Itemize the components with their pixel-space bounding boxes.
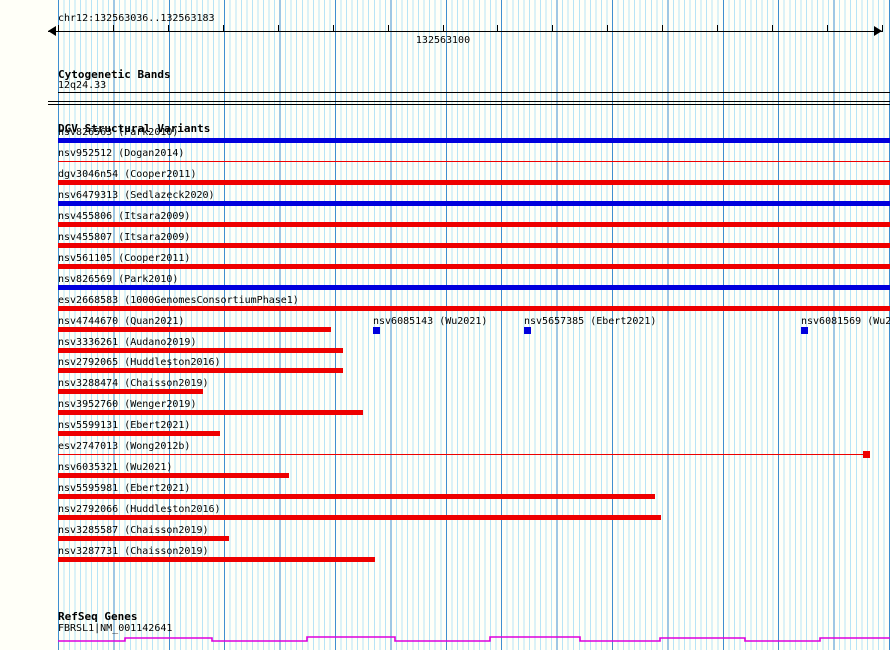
feature-label[interactable]: nsv3287731 (Chaisson2019): [58, 546, 209, 557]
feature-glyph-bar[interactable]: [58, 242, 890, 248]
ruler-tick: [662, 25, 664, 32]
feature-label[interactable]: nsv6035321 (Wu2021): [58, 462, 173, 474]
feature-glyph-bar[interactable]: [58, 326, 331, 332]
feature-label[interactable]: nsv5599131 (Ebert2021): [58, 420, 191, 432]
track-title-dgv-structural-variants: DGV Structural Variants: [58, 122, 211, 135]
section-divider-top: [48, 101, 890, 102]
track-title-refseq-genes: RefSeq Genes: [58, 610, 138, 623]
ruler-tick: [332, 25, 334, 32]
arrow-right-icon: [874, 26, 882, 36]
feature-glyph-thin[interactable]: [58, 454, 866, 456]
feature-label[interactable]: nsv6479313 (Sedlazeck2020): [58, 189, 215, 201]
feature-label[interactable]: nsv3336261 (Audano2019): [58, 336, 197, 348]
feature-glyph-bar[interactable]: [58, 515, 661, 521]
feature-glyph-bar[interactable]: [58, 284, 890, 290]
feature-label[interactable]: esv2668583 (1000GenomesConsortiumPhase1): [58, 294, 299, 306]
feature-glyph-point[interactable]: [373, 326, 380, 334]
feature-glyph-bar[interactable]: [58, 138, 890, 143]
feature-label[interactable]: nsv6085143 (Wu2021): [373, 315, 488, 327]
feature-glyph-bar[interactable]: [58, 473, 289, 479]
ruler-tick: [772, 25, 774, 32]
feature-label[interactable]: nsv826569 (Park2010): [58, 273, 179, 285]
feature-glyph-bar[interactable]: [58, 410, 363, 416]
feature-label-cytoband[interactable]: 12q24.33: [58, 80, 107, 91]
feature-label[interactable]: nsv4744670 (Quan2021): [58, 315, 185, 327]
feature-glyph-bar[interactable]: [58, 263, 890, 269]
feature-glyph-bar[interactable]: [58, 557, 375, 562]
ruler-tick: [222, 25, 224, 32]
feature-glyph-bar[interactable]: [58, 536, 229, 542]
feature-label[interactable]: dgv3046n54 (Cooper2011): [58, 168, 197, 180]
feature-label[interactable]: nsv3952760 (Wenger2019): [58, 399, 197, 411]
section-divider-bottom: [48, 104, 890, 105]
ruler-tick: [552, 25, 554, 32]
ruler-tick: [112, 25, 114, 32]
feature-glyph-bar[interactable]: [58, 200, 890, 206]
track-title-cytogenetic-bands: Cytogenetic Bands: [58, 68, 171, 81]
feature-glyph-bar[interactable]: [58, 368, 343, 374]
ruler-tick: [167, 25, 169, 32]
feature-label[interactable]: nsv3288474 (Chaisson2019): [58, 378, 209, 390]
feature-label[interactable]: nsv826563 (Park2010): [58, 127, 179, 138]
feature-label[interactable]: nsv3285587 (Chaisson2019): [58, 525, 209, 537]
ruler-tick: [497, 25, 499, 32]
cytoband-glyph[interactable]: [58, 92, 890, 93]
ruler-tick: [58, 25, 59, 32]
feature-label[interactable]: nsv952512 (Dogan2014): [58, 147, 185, 159]
ruler-tick: [442, 25, 444, 32]
feature-glyph-thin[interactable]: [58, 160, 890, 162]
feature-label[interactable]: nsv561105 (Cooper2011): [58, 252, 191, 264]
feature-glyph-endcap[interactable]: [863, 451, 870, 459]
feature-glyph-point[interactable]: [524, 326, 531, 334]
feature-glyph-bar[interactable]: [58, 431, 220, 437]
feature-label[interactable]: nsv455806 (Itsara2009): [58, 210, 191, 222]
feature-label[interactable]: nsv2792066 (Huddleston2016): [58, 504, 221, 516]
feature-label-fbrsl1[interactable]: FBRSL1|NM_001142641: [58, 623, 173, 634]
feature-glyph-point[interactable]: [801, 326, 808, 334]
ruler-axis-line: [48, 31, 882, 32]
ruler-center-tick-label: 132563100: [415, 35, 471, 46]
ruler-tick: [387, 25, 389, 32]
feature-label[interactable]: esv2747013 (Wong2012b): [58, 441, 191, 453]
feature-glyph-bar[interactable]: [58, 494, 655, 500]
feature-glyph-bar[interactable]: [58, 179, 890, 185]
feature-glyph-bar[interactable]: [58, 305, 890, 311]
feature-glyph-bar[interactable]: [58, 347, 343, 353]
ruler-tick: [607, 25, 609, 32]
feature-glyph-bar[interactable]: [58, 221, 890, 227]
ruler-tick: [827, 25, 829, 32]
feature-label[interactable]: nsv455807 (Itsara2009): [58, 231, 191, 243]
coordinate-range-label: chr12:132563036..132563183: [58, 13, 215, 24]
feature-glyph-bar[interactable]: [58, 389, 203, 395]
feature-label[interactable]: nsv5657385 (Ebert2021): [524, 315, 657, 327]
ruler-tick: [717, 25, 719, 32]
feature-label[interactable]: nsv6081569 (Wu2: [801, 315, 890, 327]
ruler-tick: [277, 25, 279, 32]
feature-label[interactable]: nsv2792065 (Huddleston2016): [58, 357, 221, 369]
ruler-tick: [882, 25, 883, 32]
feature-label[interactable]: nsv5595981 (Ebert2021): [58, 483, 191, 495]
